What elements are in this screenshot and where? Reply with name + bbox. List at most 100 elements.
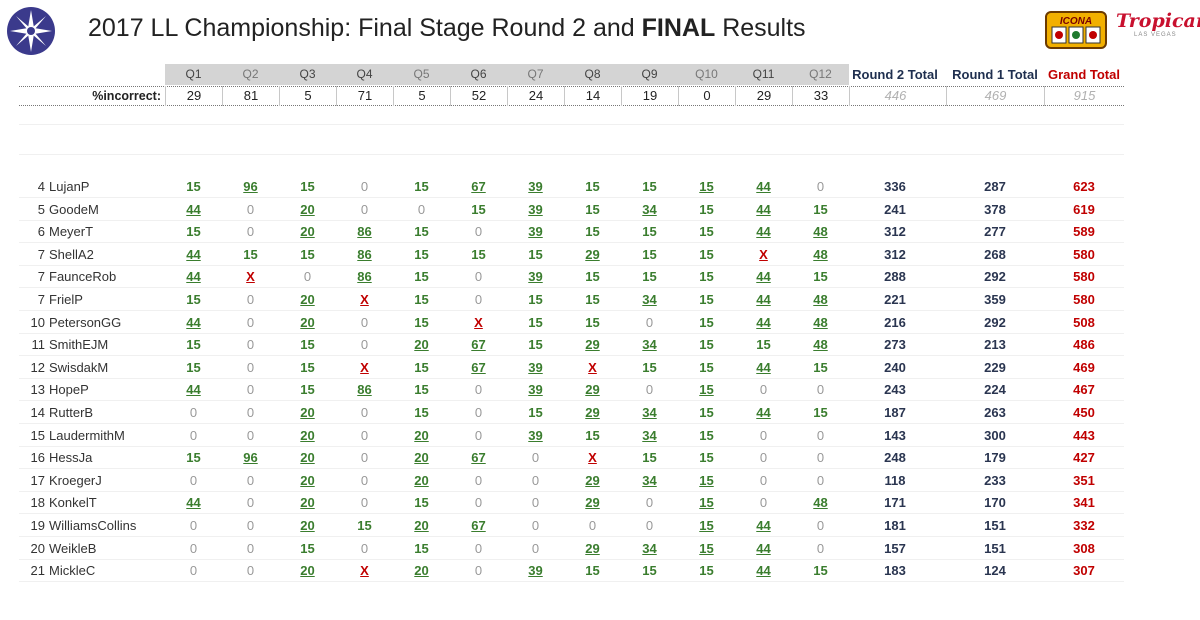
table-row: 20 WeikleB 0 0 15 0 15 0 0 29 34 15 44 0 157 151 308 <box>0 538 1200 560</box>
score-cell-q12: 48 <box>813 246 828 262</box>
score-cell-q10: 15 <box>699 201 714 217</box>
score-cell-q12: 0 <box>816 450 825 466</box>
score-cell-q12: 48 <box>813 224 828 240</box>
player-rank: 19 <box>30 518 45 533</box>
score-cell-q8: 15 <box>585 292 600 307</box>
column-header-q4: Q4 <box>336 64 393 85</box>
row-divider <box>19 377 1124 379</box>
score-cell-q10: 15 <box>699 495 714 511</box>
score-cell-q6: 0 <box>474 495 483 511</box>
score-cell-q2: 0 <box>246 518 255 533</box>
round2-total-cell: 221 <box>884 292 906 307</box>
player-name: GoodeM <box>49 201 99 217</box>
score-cell-q4: X <box>360 359 369 375</box>
score-cell-q5: 15 <box>414 382 429 398</box>
round2-total-cell: 243 <box>884 382 906 398</box>
score-cell-q10: 15 <box>699 224 714 240</box>
table-row: 15 LaudermithM 0 0 20 0 20 0 39 15 34 15 0 0 143 300 443 <box>0 425 1200 447</box>
score-cell-q9: 34 <box>642 201 657 217</box>
score-cell-q12: 15 <box>813 563 828 579</box>
score-cell-q9: 15 <box>642 224 657 240</box>
grand-total-cell: 589 <box>1073 224 1095 240</box>
grand-total-cell: 332 <box>1073 518 1095 533</box>
score-cell-q5: 15 <box>414 314 429 330</box>
score-cell-q10: 15 <box>699 472 714 488</box>
score-cell-q7: 15 <box>528 292 543 307</box>
score-cell-q8: 29 <box>585 405 600 420</box>
score-cell-q4: 15 <box>357 518 372 533</box>
score-cell-q2: 0 <box>246 405 255 420</box>
row-divider <box>19 490 1124 492</box>
score-cell-q11: 44 <box>756 359 771 375</box>
round2-total-cell: 183 <box>884 563 906 579</box>
pct-incorrect-q9: 19 <box>621 86 678 106</box>
score-cell-q12: 15 <box>813 201 828 217</box>
player-name: LaudermithM <box>49 427 125 443</box>
player-rank: 13 <box>30 382 45 398</box>
table-row: 16 HessJa 15 96 20 0 20 67 0 X 15 15 0 0 248 179 427 <box>0 447 1200 470</box>
round1-total-cell: 151 <box>984 540 1006 556</box>
row-divider <box>19 468 1124 470</box>
score-cell-q10: 15 <box>699 269 714 285</box>
pct-incorrect-q11: 29 <box>735 86 792 106</box>
title-suffix: Results <box>715 14 806 42</box>
score-cell-q8: X <box>588 359 597 375</box>
score-cell-q12: 48 <box>813 314 828 330</box>
score-cell-q8: X <box>588 450 597 466</box>
score-cell-q7: 39 <box>528 427 543 443</box>
score-cell-q3: 15 <box>300 179 315 194</box>
grand-total-cell: 580 <box>1073 269 1095 285</box>
round2-total-cell: 216 <box>884 314 906 330</box>
score-cell-q6: 0 <box>474 224 483 240</box>
score-cell-q8: 29 <box>585 472 600 488</box>
grand-total-cell: 351 <box>1073 472 1095 488</box>
round2-total-cell: 336 <box>884 179 906 194</box>
pct-incorrect-q10: 0 <box>678 86 735 106</box>
player-rank: 14 <box>30 405 45 420</box>
column-header-round2-total: Round 2 Total <box>852 67 938 82</box>
score-cell-q9: 0 <box>645 382 654 398</box>
player-name: FrielP <box>49 292 83 307</box>
column-header-q5: Q5 <box>393 64 450 85</box>
round2-total-cell: 273 <box>884 337 906 353</box>
icona-logo-icon: ICONA <box>1045 11 1107 49</box>
score-cell-q4: 0 <box>360 201 369 217</box>
score-cell-q11: 44 <box>756 179 771 194</box>
score-cell-q4: 0 <box>360 405 369 420</box>
score-cell-q2: 0 <box>246 201 255 217</box>
row-divider <box>19 445 1124 447</box>
score-cell-q9: 34 <box>642 540 657 556</box>
round1-total-cell: 378 <box>984 201 1006 217</box>
row-divider <box>19 558 1124 560</box>
score-cell-q5: 15 <box>414 292 429 307</box>
score-cell-q3: 15 <box>300 337 315 353</box>
score-cell-q6: 0 <box>474 405 483 420</box>
player-rank: 7 <box>37 292 45 307</box>
score-cell-q5: 20 <box>414 427 429 443</box>
score-cell-q7: 39 <box>528 382 543 398</box>
score-cell-q11: 44 <box>756 540 771 556</box>
ll-logo-icon <box>7 7 55 55</box>
score-cell-q2: 0 <box>246 337 255 353</box>
score-cell-q12: 15 <box>813 405 828 420</box>
score-cell-q6: 0 <box>474 540 483 556</box>
column-header-q1: Q1 <box>165 64 222 85</box>
player-name: PetersonGG <box>49 314 122 330</box>
player-name: KonkelT <box>49 495 97 511</box>
score-cell-q4: 0 <box>360 540 369 556</box>
score-cell-q12: 0 <box>816 179 825 194</box>
grand-total-cell: 623 <box>1073 179 1095 194</box>
score-cell-q7: 0 <box>531 472 540 488</box>
score-cell-q2: 96 <box>243 450 258 466</box>
player-name: SwisdakM <box>49 359 109 375</box>
score-cell-q12: 48 <box>813 337 828 353</box>
score-cell-q4: 0 <box>360 472 369 488</box>
score-cell-q1: 44 <box>186 201 201 217</box>
score-cell-q6: 0 <box>474 563 483 579</box>
score-cell-q12: 15 <box>813 269 828 285</box>
player-rank: 7 <box>37 246 45 262</box>
table-row: 4 LujanP 15 96 15 0 15 67 39 15 15 15 44 0 336 287 623 <box>0 176 1200 198</box>
score-cell-q12: 0 <box>816 540 825 556</box>
column-header-q11: Q11 <box>735 64 792 85</box>
player-rank: 6 <box>37 224 45 240</box>
